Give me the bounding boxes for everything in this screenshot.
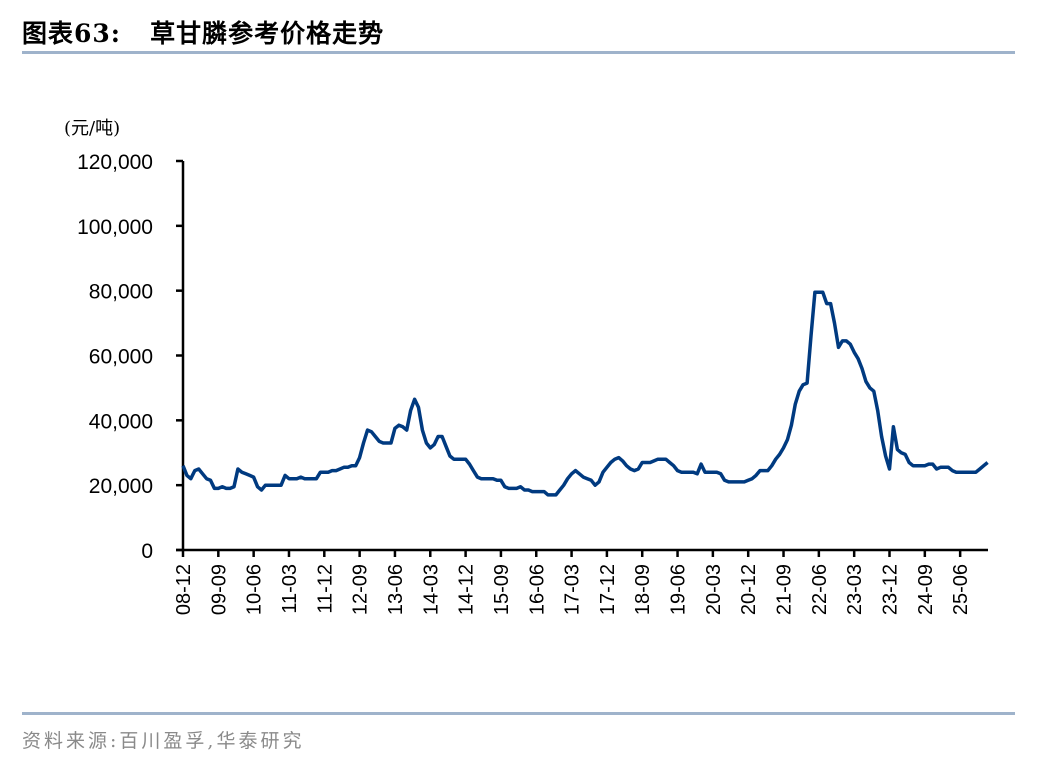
x-tick-label: 16-06 [526,564,548,615]
figure-title: 图表63: 草甘膦参考价格走势 [22,19,385,48]
price-line [181,290,989,497]
y-tick-label: 40,000 [89,410,153,433]
y-tick-label: 100,000 [77,216,153,239]
x-tick-label: 20-12 [738,564,760,615]
y-axis-unit-label: (元/吨) [64,118,120,139]
x-tick-label: 12-09 [350,564,372,615]
x-tick-label: 18-09 [632,564,654,615]
y-tick-label: 120,000 [77,151,153,174]
x-tick-label: 25-06 [950,564,972,615]
y-tick-label: 20,000 [89,475,153,498]
x-tick-label: 11-03 [279,564,301,614]
x-tick-label: 15-09 [491,564,513,615]
x-tick-label: 17-12 [597,564,619,615]
y-tick-label: 80,000 [89,281,153,304]
y-tick-label: 60,000 [89,346,153,369]
x-tick-label: 08-12 [173,564,195,615]
x-tick-label: 19-06 [668,564,690,615]
x-tick-label: 13-06 [385,564,407,615]
x-tick-label: 11-12 [314,564,336,614]
x-tick-label: 10-06 [244,564,266,615]
x-tick-label: 09-09 [208,564,230,615]
source-note: 资料来源:百川盈孚,华泰研究 [22,730,305,752]
x-tick-label: 24-09 [915,564,937,615]
x-tick-label: 17-03 [562,564,584,615]
title-divider [22,51,1015,54]
x-tick-label: 14-03 [420,564,442,615]
footer-divider [22,712,1015,715]
y-axis: 0 20,000 40,000 60,000 80,000 100,000 120,000 [77,151,185,563]
x-tick-label: 23-03 [844,564,866,615]
x-tick-label: 14-12 [456,564,478,615]
x-axis: 08-12 09-09 10-06 11-03 11-12 12-09 13-06 14-03… [173,548,988,615]
y-tick-label: 0 [141,540,153,563]
x-tick-label: 20-03 [703,564,725,615]
x-tick-label: 23-12 [880,564,902,615]
x-tick-label: 21-09 [774,564,796,615]
x-tick-label: 22-06 [809,564,831,615]
